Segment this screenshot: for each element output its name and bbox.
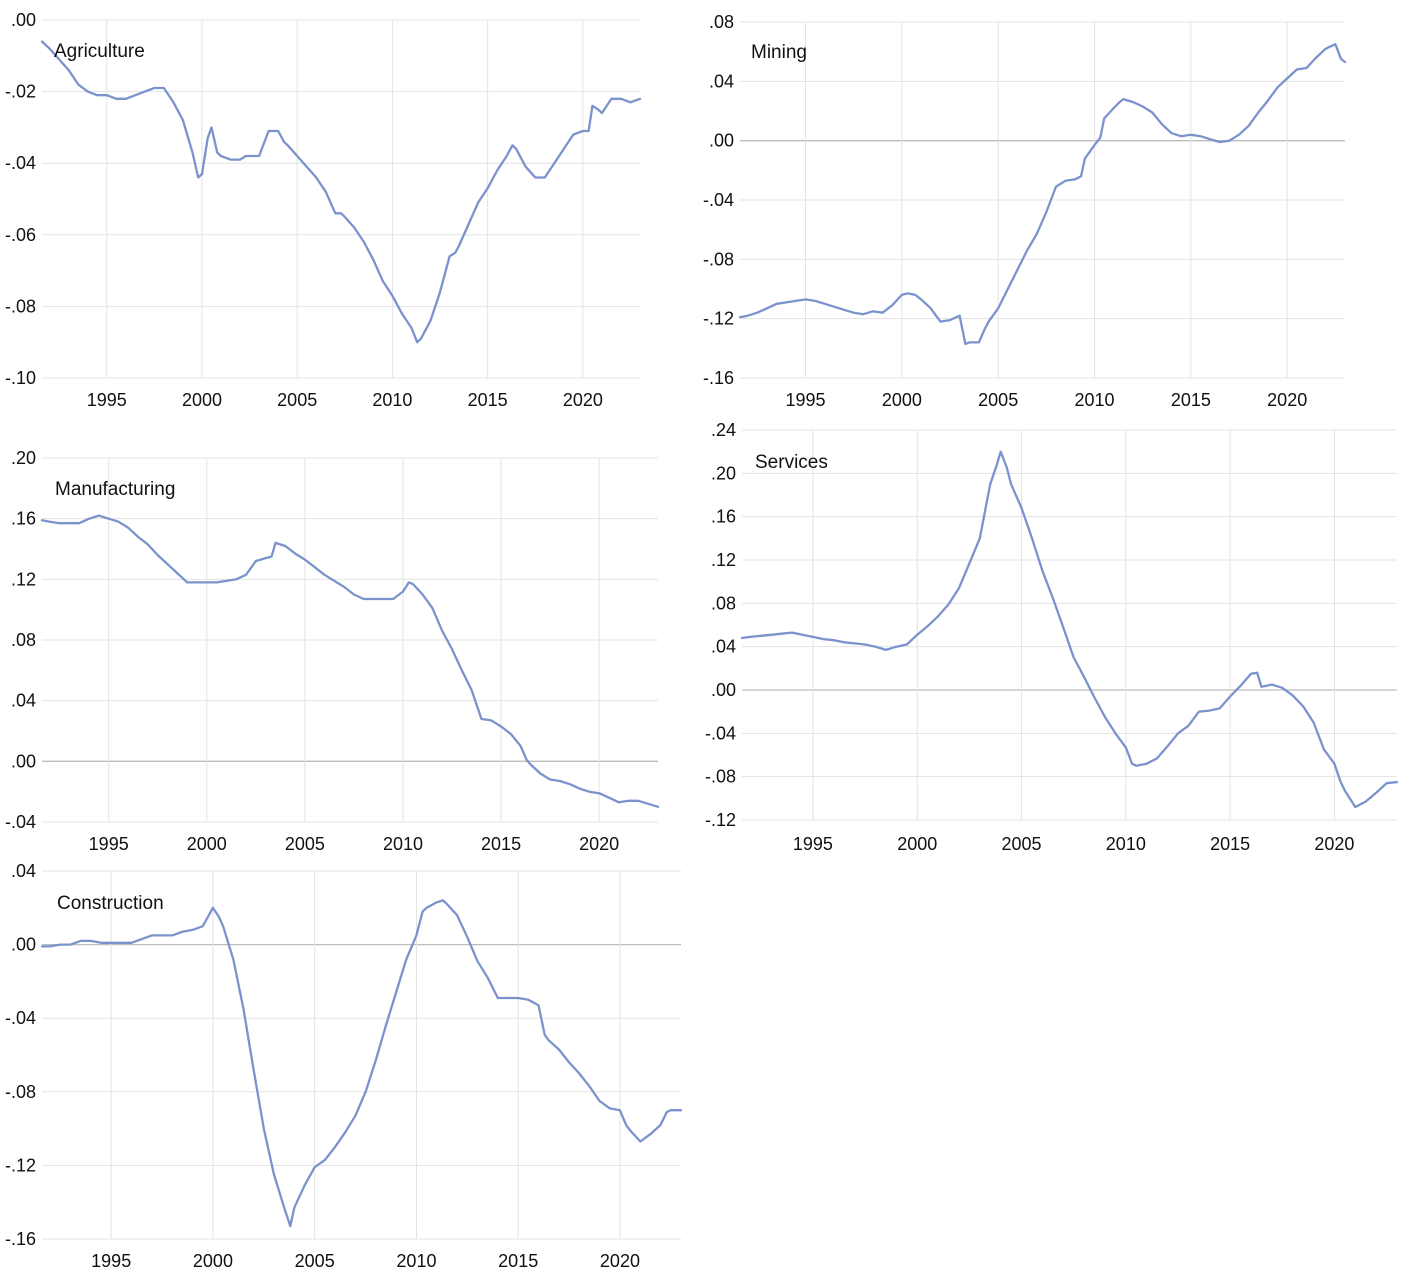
y-tick-label: .12 [711, 550, 736, 570]
x-tick-label: 2010 [383, 834, 423, 854]
x-tick-label: 2000 [182, 390, 222, 410]
x-tick-label: 2020 [563, 390, 603, 410]
y-tick-label: .00 [709, 131, 734, 151]
panel-title: Manufacturing [55, 479, 175, 500]
x-tick-label: 1995 [87, 390, 127, 410]
y-tick-label: .04 [711, 637, 736, 657]
y-tick-label: -.04 [5, 1008, 36, 1028]
y-tick-label: -.04 [705, 723, 736, 743]
y-tick-label: .04 [11, 861, 36, 881]
panel-title: Services [755, 452, 828, 473]
y-tick-label: .00 [11, 935, 36, 955]
x-tick-label: 2010 [372, 390, 412, 410]
x-tick-label: 2015 [481, 834, 521, 854]
y-tick-label: .16 [11, 509, 36, 529]
y-tick-label: -.06 [5, 225, 36, 245]
x-tick-label: 2015 [1210, 834, 1250, 854]
x-tick-label: 2000 [193, 1251, 233, 1271]
x-tick-label: 2015 [498, 1251, 538, 1271]
y-tick-label: .24 [711, 420, 736, 440]
y-tick-label: -.04 [5, 153, 36, 173]
y-tick-label: -.08 [5, 296, 36, 316]
x-tick-label: 2000 [187, 834, 227, 854]
y-tick-label: .20 [11, 448, 36, 468]
panel-mining: .08 .04 .00 -.04 -.08 -.12 -.16 1995 2000 2005 201… [703, 12, 1347, 410]
y-tick-label: -.16 [703, 368, 734, 388]
x-tick-label: 2015 [468, 390, 508, 410]
y-tick-label: .04 [709, 71, 734, 91]
x-tick-label: 2005 [277, 390, 317, 410]
series-line-mining [738, 43, 1347, 346]
y-tick-label: .08 [709, 12, 734, 32]
y-tick-label: .00 [711, 680, 736, 700]
y-tick-label: -.10 [5, 368, 36, 388]
y-tick-label: .08 [711, 593, 736, 613]
x-tick-label: 2010 [396, 1251, 436, 1271]
series-line-manufacturing [40, 514, 660, 808]
y-tick-label: -.04 [703, 190, 734, 210]
x-tick-label: 2005 [285, 834, 325, 854]
series-line-construction [40, 899, 683, 1228]
series-line-agriculture [40, 40, 642, 344]
y-tick-label: .04 [11, 691, 36, 711]
x-tick-label: 2005 [295, 1251, 335, 1271]
panel-construction: .04 .00 -.04 -.08 -.12 -.16 1995 2000 2005 2010 20… [5, 861, 683, 1271]
x-tick-label: 2020 [1314, 834, 1354, 854]
y-tick-label: .00 [11, 751, 36, 771]
y-tick-label: -.12 [705, 810, 736, 830]
panel-agriculture: .00 -.02 -.04 -.06 -.08 -.10 1995 2000 2005 2010 2… [5, 10, 642, 410]
y-tick-label: .16 [711, 507, 736, 527]
series-line-services [740, 450, 1399, 809]
x-tick-label: 2000 [897, 834, 937, 854]
x-tick-label: 2010 [1106, 834, 1146, 854]
panel-title: Mining [751, 42, 807, 63]
y-tick-label: .00 [11, 10, 36, 30]
y-tick-label: -.08 [5, 1082, 36, 1102]
x-tick-label: 2020 [579, 834, 619, 854]
x-tick-label: 2020 [1267, 390, 1307, 410]
y-tick-label: -.16 [5, 1229, 36, 1249]
x-tick-label: 2000 [882, 390, 922, 410]
y-tick-label: -.04 [5, 812, 36, 832]
y-tick-label: .12 [11, 569, 36, 589]
y-tick-label: -.12 [5, 1155, 36, 1175]
y-tick-label: -.02 [5, 82, 36, 102]
panel-manufacturing: .20 .16 .12 .08 .04 .00 -.04 1995 2000 2005 2010 20… [5, 448, 660, 854]
panel-title: Construction [57, 893, 164, 914]
panel-title: Agriculture [54, 41, 145, 62]
x-tick-label: 1995 [91, 1251, 131, 1271]
x-tick-label: 2020 [600, 1251, 640, 1271]
x-tick-label: 1995 [89, 834, 129, 854]
x-tick-label: 1995 [785, 390, 825, 410]
y-tick-label: -.12 [703, 309, 734, 329]
y-tick-label: .08 [11, 630, 36, 650]
x-tick-label: 1995 [793, 834, 833, 854]
x-tick-label: 2015 [1171, 390, 1211, 410]
y-tick-label: -.08 [705, 767, 736, 787]
x-tick-label: 2005 [978, 390, 1018, 410]
x-tick-label: 2010 [1074, 390, 1114, 410]
x-tick-label: 2005 [1001, 834, 1041, 854]
y-tick-label: -.08 [703, 249, 734, 269]
y-tick-label: .20 [711, 463, 736, 483]
panel-services: .24 .20 .16 .12 .08 .04 .00 -.04 -.08 -.12 1995 200… [705, 420, 1399, 854]
